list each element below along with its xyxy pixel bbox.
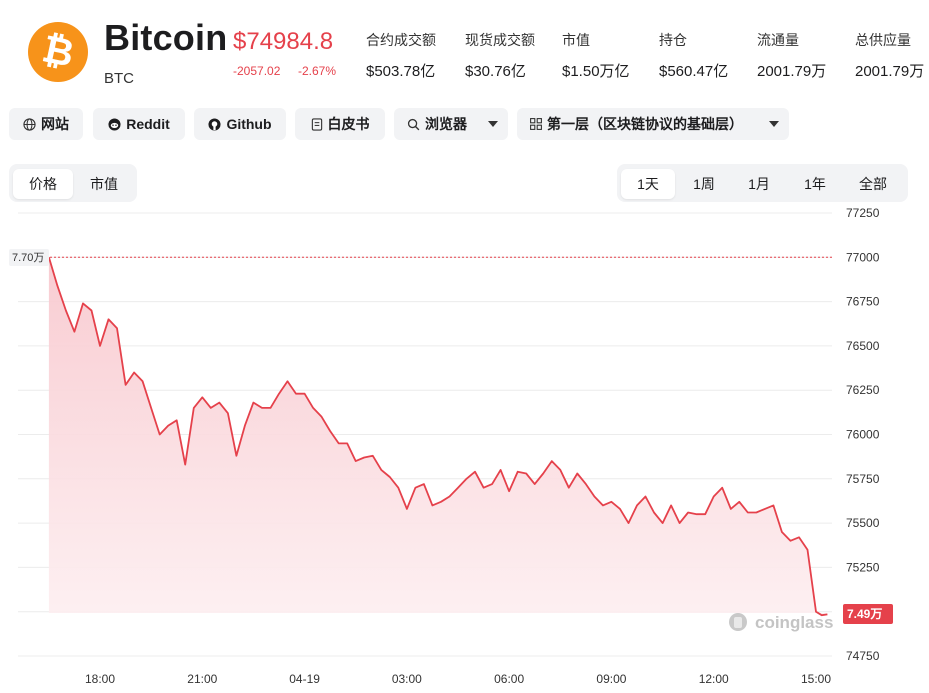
tab-market-cap[interactable]: 市值 [90,176,118,192]
whitepaper-label: 白皮书 [327,116,370,132]
stat-label-futures-volume: 合约成交额 [366,32,436,48]
x-tick-label: 15:00 [801,672,831,686]
tab-range-1m[interactable]: 1月 [748,176,770,192]
explorer-button[interactable]: 浏览器 [394,108,508,140]
y-tick-label: 77250 [846,206,880,220]
bitcoin-icon: ₿ [38,28,78,76]
stat-value-futures-volume: $503.78亿 [366,63,436,80]
bitcoin-logo [28,22,88,82]
stat-label-total-supply: 总供应量 [855,32,911,48]
current-price: $74984.8 [233,28,334,55]
stat-value-spot-volume: $30.76亿 [465,63,526,80]
website-button[interactable]: 网站 [9,108,83,140]
github-icon [208,117,221,131]
explorer-label: 浏览器 [425,116,467,132]
start-price-badge [9,249,49,266]
coinglass-logo-icon [729,613,747,631]
current-price-badge [843,604,893,624]
coin-symbol: BTC [104,70,134,87]
explorer-dropdown-chevron-down-icon[interactable] [477,108,509,140]
x-tick-label: 09:00 [596,672,626,686]
grid-icon [530,118,542,130]
stat-label-spot-volume: 现货成交额 [465,32,535,48]
coin-name: Bitcoin [104,17,228,58]
y-tick-label: 76250 [846,383,880,397]
stat-label-market-cap: 市值 [562,32,590,48]
tab-range-1w[interactable]: 1周 [693,176,715,192]
x-tick-label: 03:00 [392,672,422,686]
watermark-text: coinglass [755,613,833,632]
tab-range-all[interactable]: 全部 [859,176,887,192]
category-dropdown-chevron-down-icon[interactable] [758,108,790,140]
github-button[interactable]: Github [194,108,286,140]
tab-range-1d[interactable]: 1天 [621,169,675,199]
x-tick-label: 12:00 [699,672,729,686]
current-price-label: 7.49万 [847,607,882,621]
document-icon [311,117,323,131]
stat-value-circulating-supply: 2001.79万 [757,63,827,80]
price-change-abs: -2057.02 [233,64,281,78]
y-tick-label: 76500 [846,339,880,353]
start-price-label: 7.70万 [12,252,44,264]
x-tick-label: 21:00 [187,672,217,686]
y-tick-label: 76000 [846,428,880,442]
stat-label-open-interest: 持仓 [659,32,687,48]
github-label: Github [226,116,272,132]
tab-price[interactable]: 价格 [13,169,73,199]
price-area [48,257,828,616]
x-tick-label: 04-19 [289,672,320,686]
stat-label-circulating-supply: 流通量 [757,32,799,48]
reddit-label: Reddit [126,116,170,132]
reddit-icon [108,117,121,131]
y-tick-label: 75750 [846,472,880,486]
y-tick-label: 77000 [846,250,880,264]
price-chart[interactable]: 77250 77000 76750 76500 76250 76000 75750 75500… [0,200,929,693]
y-tick-label: 76750 [846,295,880,309]
reddit-button[interactable]: Reddit [93,108,185,140]
website-label: 网站 [41,116,69,132]
category-label: 第一层（区块链协议的基础层） [547,116,743,132]
globe-icon [23,117,36,131]
x-tick-label: 18:00 [85,672,115,686]
stat-value-market-cap: $1.50万亿 [562,63,630,80]
price-line [48,257,828,617]
price-change-pct: -2.67% [298,64,337,78]
search-icon [407,118,420,131]
tab-range-1y[interactable]: 1年 [804,176,826,192]
y-tick-label: 75250 [846,560,880,574]
x-tick-label: 06:00 [494,672,524,686]
y-tick-label: 75500 [846,516,880,530]
category-button[interactable]: 第一层（区块链协议的基础层） [517,108,789,140]
stat-value-open-interest: $560.47亿 [659,63,729,80]
whitepaper-button[interactable]: 白皮书 [295,108,385,140]
stat-value-total-supply: 2001.79万 [855,63,925,80]
y-tick-label: 74750 [846,649,880,663]
